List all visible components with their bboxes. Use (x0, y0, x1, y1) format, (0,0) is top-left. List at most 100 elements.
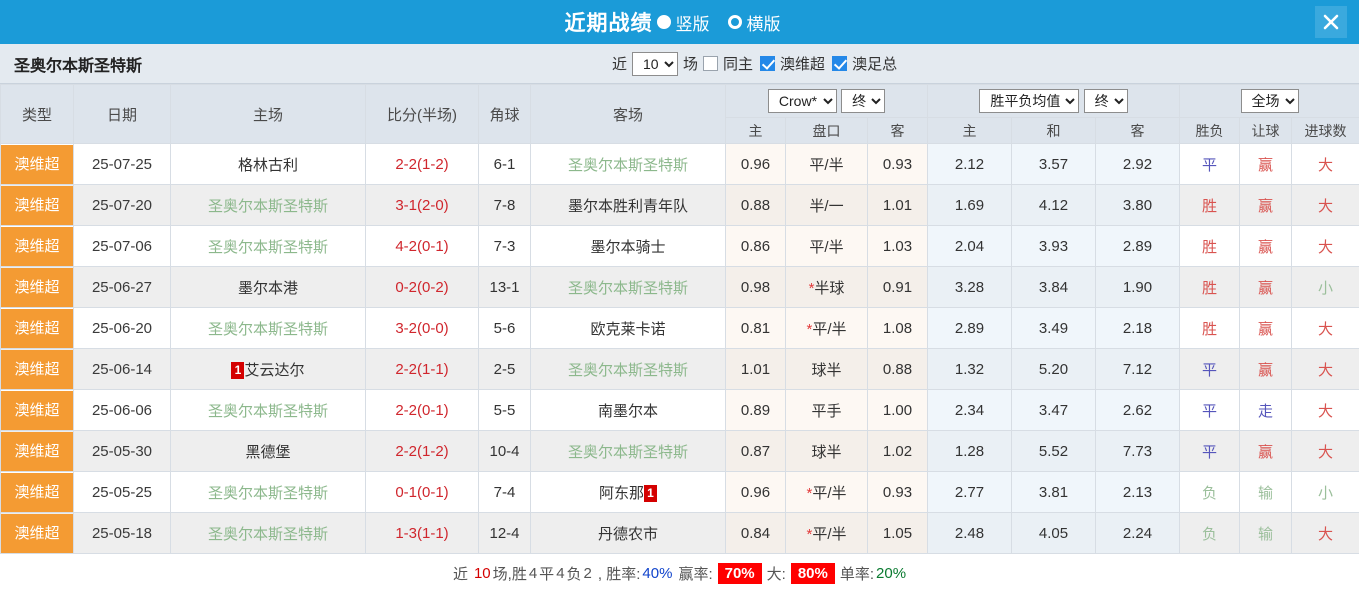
view-mode-vertical[interactable]: 竖版 (656, 10, 724, 35)
asian-stage-select[interactable]: 终 (841, 89, 886, 113)
cell-home-team[interactable]: 圣奥尔本斯圣特斯 (170, 225, 366, 267)
cell-score[interactable]: 0-2(0-2) (365, 266, 479, 308)
cell-home-team[interactable]: 黑德堡 (170, 430, 366, 472)
cell-score[interactable]: 3-2(0-0) (365, 307, 479, 349)
table-row[interactable]: 澳维超 25-07-20 圣奥尔本斯圣特斯 3-1(2-0) 7-8 墨尔本胜利青年队 0.… (0, 184, 1359, 226)
cell-away-team[interactable]: 欧克莱卡诺 (530, 307, 726, 349)
cell-league[interactable]: 澳维超 (0, 389, 74, 431)
cell-away-team[interactable]: 墨尔本骑士 (530, 225, 726, 267)
cell-away-team[interactable]: 墨尔本胜利青年队 (530, 184, 726, 226)
cell-ah-away-odds: 0.93 (867, 143, 928, 185)
cell-ah-home-odds: 0.89 (725, 389, 786, 431)
half-time-score: (1-2) (417, 442, 449, 460)
table-row[interactable]: 澳维超 25-07-25 格林古利 2-2(1-2) 6-1 圣奥尔本斯圣特斯 0.96 平/… (0, 143, 1359, 185)
same-home-checkbox[interactable] (703, 56, 719, 71)
cell-away-team[interactable]: 圣奥尔本斯圣特斯 (530, 348, 726, 390)
cell-eu-draw-odds: 3.81 (1011, 471, 1096, 513)
cell-result: 负 (1179, 512, 1241, 554)
cell-away-team[interactable]: 圣奥尔本斯圣特斯 (530, 430, 726, 472)
table-row[interactable]: 澳维超 25-06-14 1 艾云达尔 2-2(1-1) 2-5 圣奥尔本斯圣特斯 1.01 球… (0, 348, 1359, 390)
cell-league[interactable]: 澳维超 (0, 307, 74, 349)
cell-eu-draw-odds: 4.05 (1011, 512, 1096, 554)
cell-league[interactable]: 澳维超 (0, 225, 74, 267)
cell-eu-away-odds: 2.89 (1094, 225, 1181, 267)
summary-footer: 近 10 场,胜 4 平 4 负 2, 胜率: 40% 赢率: 70% 大: 80% 单率: 20% (0, 554, 1359, 592)
table-row[interactable]: 澳维超 25-05-18 圣奥尔本斯圣特斯 1-3(1-1) 12-4 丹德农市 0.84 *… (0, 512, 1359, 554)
league-badge: 澳维超 (1, 472, 73, 512)
cell-ah-away-odds: 1.01 (867, 184, 928, 226)
cell-eu-home-odds: 3.28 (927, 266, 1012, 308)
cell-league[interactable]: 澳维超 (0, 512, 74, 554)
cell-away-team[interactable]: 阿东那 1 (530, 471, 726, 513)
cell-ah-line: 平手 (785, 389, 868, 431)
cell-home-team[interactable]: 圣奥尔本斯圣特斯 (170, 184, 366, 226)
cell-score[interactable]: 2-2(0-1) (365, 389, 479, 431)
cell-score[interactable]: 2-2(1-2) (365, 143, 479, 185)
cell-handicap-result: 赢 (1239, 430, 1293, 472)
cell-league[interactable]: 澳维超 (0, 266, 74, 308)
cell-home-team[interactable]: 圣奥尔本斯圣特斯 (170, 307, 366, 349)
cell-score[interactable]: 4-2(0-1) (365, 225, 479, 267)
cell-home-team[interactable]: 圣奥尔本斯圣特斯 (170, 512, 366, 554)
radio-selected-icon[interactable] (656, 15, 671, 29)
league-filter-checkbox-2[interactable] (832, 56, 848, 71)
cell-home-team[interactable]: 格林古利 (170, 143, 366, 185)
radio-unselected-icon[interactable] (727, 15, 742, 29)
cell-goals-result: 大 (1291, 348, 1359, 390)
cell-league[interactable]: 澳维超 (0, 184, 74, 226)
euro-stage-select[interactable]: 终 (1083, 89, 1128, 113)
table-row[interactable]: 澳维超 25-06-06 圣奥尔本斯圣特斯 2-2(0-1) 5-5 南墨尔本 0.89 平手… (0, 389, 1359, 431)
table-row[interactable]: 澳维超 25-05-25 圣奥尔本斯圣特斯 0-1(0-1) 7-4 阿东那 1 0.96 *平… (0, 471, 1359, 513)
cell-home-team[interactable]: 1 艾云达尔 (170, 348, 366, 390)
cell-eu-away-odds: 3.80 (1094, 184, 1181, 226)
cell-home-team[interactable]: 圣奥尔本斯圣特斯 (170, 471, 366, 513)
table-row[interactable]: 澳维超 25-06-20 圣奥尔本斯圣特斯 3-2(0-0) 5-6 欧克莱卡诺 0.81 *… (0, 307, 1359, 349)
cell-date: 25-05-30 (73, 430, 171, 472)
recent-count-select[interactable]: 10 (632, 51, 679, 76)
cell-ah-line: *平/半 (785, 512, 868, 554)
footer-losses: 2 (583, 564, 592, 582)
cell-score[interactable]: 0-1(0-1) (365, 471, 479, 513)
cell-result: 胜 (1179, 184, 1241, 226)
cell-league[interactable]: 澳维超 (0, 348, 74, 390)
footer-coverrate-label: 赢率: (678, 565, 713, 583)
view-mode-vertical-label: 竖版 (675, 14, 710, 34)
cell-ah-line: *半球 (785, 266, 868, 308)
cell-ah-away-odds: 0.93 (867, 471, 928, 513)
table-row[interactable]: 澳维超 25-05-30 黑德堡 2-2(1-2) 10-4 圣奥尔本斯圣特斯 0.87 球半… (0, 430, 1359, 472)
close-button[interactable] (1315, 6, 1347, 38)
table-row[interactable]: 澳维超 25-06-27 墨尔本港 0-2(0-2) 13-1 圣奥尔本斯圣特斯 0.98 *… (0, 266, 1359, 308)
cell-score[interactable]: 1-3(1-1) (365, 512, 479, 554)
cell-league[interactable]: 澳维超 (0, 143, 74, 185)
euro-type-select[interactable]: 胜平负均值 (979, 89, 1080, 113)
table-row[interactable]: 澳维超 25-07-06 圣奥尔本斯圣特斯 4-2(0-1) 7-3 墨尔本骑士 0.86 平… (0, 225, 1359, 267)
subcol-handicap: 让球 (1239, 117, 1293, 144)
view-mode-horizontal[interactable]: 横版 (727, 10, 795, 35)
cell-score[interactable]: 2-2(1-1) (365, 348, 479, 390)
cell-home-team[interactable]: 圣奥尔本斯圣特斯 (170, 389, 366, 431)
cell-eu-draw-odds: 5.20 (1011, 348, 1096, 390)
cell-home-team[interactable]: 墨尔本港 (170, 266, 366, 308)
league-badge: 澳维超 (1, 349, 73, 389)
cell-league[interactable]: 澳维超 (0, 430, 74, 472)
cell-score[interactable]: 2-2(1-2) (365, 430, 479, 472)
cell-ah-line: 球半 (785, 348, 868, 390)
recent-suffix-label: 场 (683, 56, 699, 73)
league-filter-checkbox-1[interactable] (760, 56, 776, 71)
half-time-score: (1-1) (417, 524, 449, 542)
cell-ah-away-odds: 1.02 (867, 430, 928, 472)
half-time-score: (0-0) (417, 319, 449, 337)
cell-away-team[interactable]: 南墨尔本 (530, 389, 726, 431)
table-header-row-main: 类型 日期 主场 比分(半场) 角球 客场 Crow* 终 胜平负均值 终 (0, 84, 1359, 144)
table-header-row-sub: 主 盘口 客 主 和 客 胜负 让球 进球数 (1, 117, 1359, 144)
bookmaker-select[interactable]: Crow* (767, 89, 837, 113)
filter-toolbar: 圣奥尔本斯圣特斯 近 10 场 同主 澳维超 澳足总 (0, 44, 1359, 84)
cell-away-team[interactable]: 丹德农市 (530, 512, 726, 554)
half-time-score: (0-1) (417, 483, 449, 501)
cell-away-team[interactable]: 圣奥尔本斯圣特斯 (530, 143, 726, 185)
cell-score[interactable]: 3-1(2-0) (365, 184, 479, 226)
cell-away-team[interactable]: 圣奥尔本斯圣特斯 (530, 266, 726, 308)
scope-select[interactable]: 全场 (1240, 89, 1299, 113)
cell-league[interactable]: 澳维超 (0, 471, 74, 513)
cell-date: 25-07-20 (73, 184, 171, 226)
